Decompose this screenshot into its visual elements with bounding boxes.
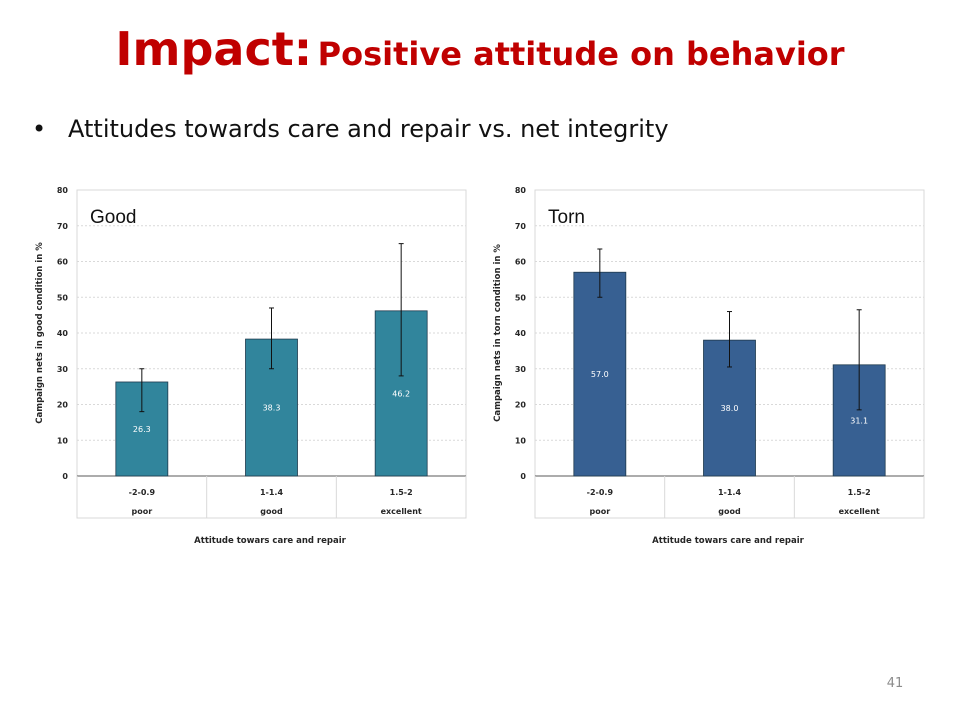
y-tick-label: 70	[515, 222, 527, 231]
data-label: 38.0	[721, 404, 739, 413]
x-tick-label: -2-0.9	[587, 488, 614, 497]
chart-good-svg: 0 10 20 30 40 50 60 70 80 26.3 -2-0.9 poor 38.3 1-1.4…	[35, 186, 467, 546]
y-tick-label: 70	[57, 222, 69, 231]
y-tick-label: 30	[515, 365, 527, 374]
title-main: Impact:	[115, 22, 313, 76]
data-label: 38.3	[263, 404, 281, 413]
x-tick-label: 1.5-2	[848, 488, 871, 497]
page-number: 41	[886, 676, 904, 691]
x-tick-label: -2-0.9	[129, 488, 156, 497]
y-tick-label: 60	[515, 258, 527, 267]
bullet-marker: •	[32, 115, 47, 143]
y-tick-label: 80	[515, 186, 527, 195]
x-tick-label: 1-1.4	[718, 488, 741, 497]
x-axis-title: Attitude towars care and repair	[652, 536, 804, 546]
chart-good-condition: 0 10 20 30 40 50 60 70 80 26.3 -2-0.9 poor 38.3 1-1.4…	[30, 176, 470, 560]
y-tick-label: 60	[57, 258, 69, 267]
x-category-label: excellent	[381, 507, 422, 516]
data-label: 46.2	[392, 389, 410, 398]
chart-torn-svg: 0 10 20 30 40 50 60 70 80 57.0 -2-0.9 poor 38.0 1-1.4…	[493, 186, 925, 546]
slide-title: Impact: Positive attitude on behavior	[0, 22, 960, 76]
y-tick-label: 20	[57, 401, 69, 410]
y-tick-label: 50	[515, 293, 527, 302]
y-tick-label: 80	[57, 186, 69, 195]
y-tick-label: 50	[57, 293, 69, 302]
y-tick-label: 30	[57, 365, 69, 374]
x-category-label: poor	[589, 507, 610, 516]
bullet-item: • Attitudes towards care and repair vs. n…	[32, 115, 669, 143]
data-label: 57.0	[591, 370, 609, 379]
plot-frame	[76, 189, 467, 519]
y-axis-title: Campaign nets in good condition in %	[35, 242, 45, 424]
x-axis-title: Attitude towars care and repair	[194, 536, 346, 546]
panel-label: Torn	[548, 207, 585, 228]
y-tick-label: 0	[520, 472, 526, 481]
bar	[573, 271, 627, 477]
y-tick-label: 0	[62, 472, 68, 481]
x-category-label: good	[260, 507, 283, 516]
x-tick-label: 1.5-2	[390, 488, 413, 497]
title-subtitle: Positive attitude on behavior	[317, 35, 845, 73]
panel-label: Good	[90, 207, 136, 228]
y-tick-label: 10	[515, 436, 527, 445]
y-tick-label: 40	[57, 329, 69, 338]
plot-frame	[534, 189, 925, 519]
y-tick-label: 10	[57, 436, 69, 445]
x-category-label: good	[718, 507, 741, 516]
bullet-text: Attitudes towards care and repair vs. ne…	[68, 115, 669, 143]
y-axis-title: Campaign nets in torn condition in %	[493, 244, 503, 422]
data-label: 26.3	[133, 425, 151, 434]
x-tick-label: 1-1.4	[260, 488, 283, 497]
y-tick-label: 40	[515, 329, 527, 338]
x-category-label: poor	[131, 507, 152, 516]
x-category-label: excellent	[839, 507, 880, 516]
y-tick-label: 20	[515, 401, 527, 410]
chart-torn-condition: 0 10 20 30 40 50 60 70 80 57.0 -2-0.9 poor 38.0 1-1.4…	[488, 176, 928, 560]
data-label: 31.1	[850, 416, 868, 425]
